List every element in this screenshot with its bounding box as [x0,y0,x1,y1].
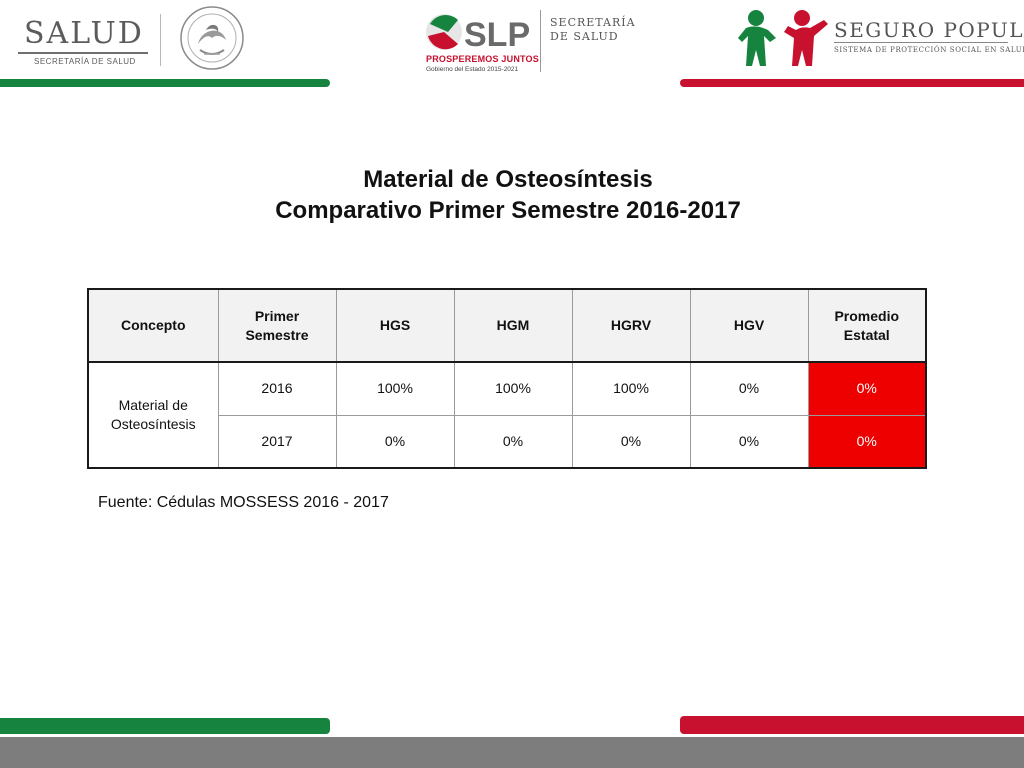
hgv-cell: 0% [689,414,809,469]
seguro-popular-rule [834,42,1008,43]
slp-secretaria-label: SECRETARÍA DE SALUD [550,16,636,44]
slp-divider [540,10,541,72]
header-hgrv: HGRV [571,288,691,363]
slp-secretaria-line2: DE SALUD [550,30,619,43]
header-hgv: HGV [689,288,809,363]
header-red-bar [680,79,1024,87]
salud-logo-rule [18,52,148,54]
family-figures-icon [738,10,828,66]
hgm-cell: 100% [453,361,573,416]
hgv-cell: 0% [689,361,809,416]
header-concepto: Concepto [87,288,219,363]
slp-government-label: Gobierno del Estado 2015-2021 [426,66,519,73]
footer-strip [0,737,1024,768]
hgrv-cell: 100% [571,361,691,416]
footer-red-bar [680,716,1024,734]
seguro-popular-subtitle: SISTEMA DE PROTECCIÓN SOCIAL EN SALUD [834,46,1024,54]
slp-secretaria-line1: SECRETARÍA [550,16,636,29]
slp-logo: SLP PROSPEREMOS JUNTOS Gobierno del Esta… [424,8,635,76]
salud-logo: SALUD SECRETARÍA DE SALUD [18,10,168,70]
header-primer-semestre: Primer Semestre [217,288,337,363]
header-green-bar [0,79,330,87]
seguro-popular-title: SEGURO POPULAR [834,18,1024,42]
hgs-cell: 100% [335,361,455,416]
promedio-cell: 0% [807,414,927,469]
header-hgm: HGM [453,288,573,363]
comparison-table: Concepto Primer Semestre HGS HGM HGRV HG… [87,288,927,469]
table-row: Material de Osteosíntesis 2016 100% 100%… [87,361,927,469]
hgs-cell: 0% [335,414,455,469]
year-cell: 2016 [217,361,337,416]
header-hgs: HGS [335,288,455,363]
slp-mark-icon: SLP [426,14,530,54]
mexican-eagle-seal-icon [180,6,244,70]
year-cell: 2017 [217,414,337,469]
page-title: Material de Osteosíntesis Comparativo Pr… [0,164,1016,226]
slp-tagline: PROSPEREMOS JUNTOS [426,54,539,64]
salud-logo-subtitle: SECRETARÍA DE SALUD [34,57,136,66]
source-note: Fuente: Cédulas MOSSESS 2016 - 2017 [98,494,389,511]
concept-cell: Material de Osteosíntesis [87,361,219,469]
seguro-popular-logo: SEGURO POPULAR SISTEMA DE PROTECCIÓN SOC… [738,8,1024,74]
footer-green-bar [0,718,330,734]
salud-logo-wordmark: SALUD [24,16,144,51]
table-row: 2017 0% 0% 0% 0% 0% [88,414,927,469]
header-promedio-estatal: Promedio Estatal [807,288,927,363]
promedio-cell: 0% [807,361,927,416]
hgm-cell: 0% [453,414,573,469]
title-line-2: Comparativo Primer Semestre 2016-2017 [275,197,741,224]
table-header-row: Concepto Primer Semestre HGS HGM HGRV HG… [87,288,927,363]
hgrv-cell: 0% [571,414,691,469]
title-line-1: Material de Osteosíntesis [363,166,653,193]
header-divider [160,14,161,66]
slp-mark-text: SLP [464,16,530,54]
